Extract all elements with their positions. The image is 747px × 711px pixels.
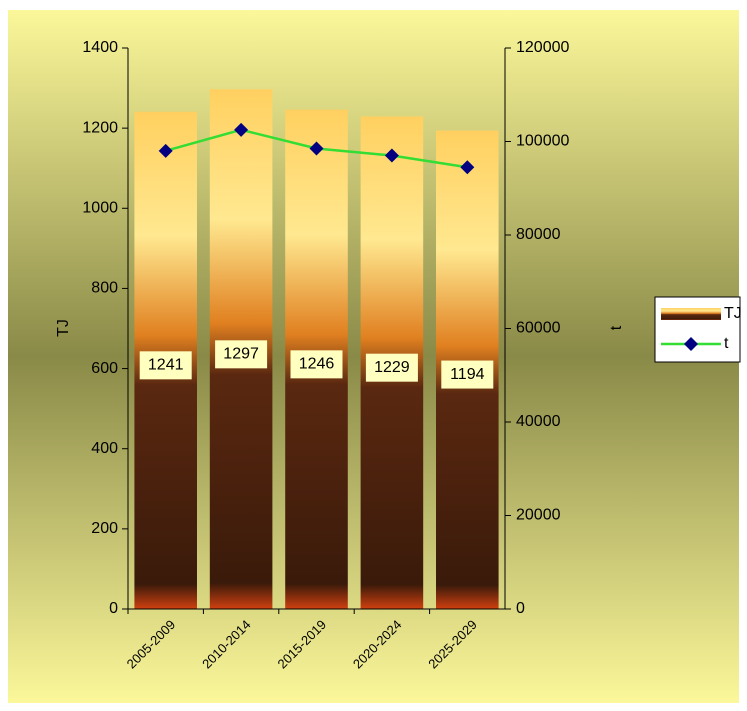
chart: TJ t 1241 1297 1246 1229 1194 0 200 400 600 800 10… — [0, 0, 747, 711]
y-tick-label: 0 — [109, 600, 118, 617]
y2-tick-label: 20000 — [516, 507, 561, 524]
y-tick-label: 1000 — [82, 200, 118, 217]
data-label: 1229 — [374, 359, 410, 376]
data-label: 1246 — [299, 356, 335, 373]
y2-axis-title: t — [608, 325, 625, 330]
data-label: 1194 — [450, 366, 485, 383]
y2-tick-label: 80000 — [516, 226, 561, 243]
y2-tick-label: 40000 — [516, 413, 561, 430]
data-label: 1241 — [148, 357, 184, 374]
y2-tick-label: 100000 — [516, 133, 569, 150]
y-tick-label: 1200 — [82, 119, 118, 136]
y-tick-label: 1400 — [82, 39, 118, 56]
y2-tick-label: 60000 — [516, 320, 561, 337]
legend-swatch — [661, 308, 721, 320]
legend-label: t — [724, 335, 729, 352]
data-label: 1297 — [223, 346, 259, 363]
y-axis-title: TJ — [55, 319, 72, 337]
y2-tick-label: 120000 — [516, 39, 569, 56]
y2-tick-label: 0 — [516, 600, 525, 617]
y-tick-label: 800 — [91, 280, 118, 297]
y-tick-label: 600 — [91, 360, 118, 377]
y-tick-label: 400 — [91, 440, 118, 457]
legend-label: TJ — [724, 305, 742, 322]
y-tick-label: 200 — [91, 520, 118, 537]
